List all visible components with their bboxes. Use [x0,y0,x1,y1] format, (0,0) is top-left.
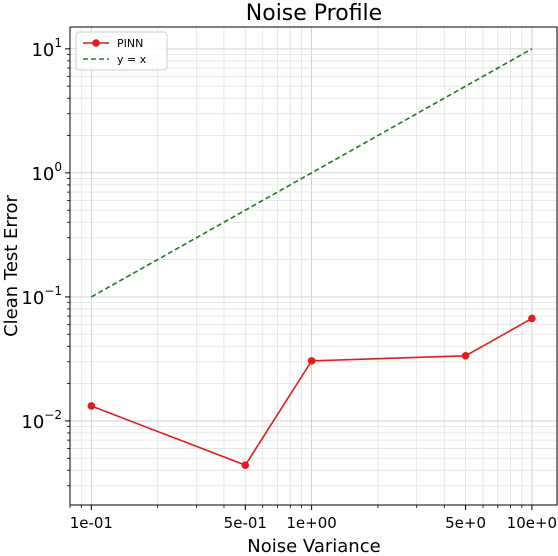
x-axis-label: Noise Variance [247,536,380,556]
legend: PINN y = x [75,31,168,71]
data-point [528,314,536,323]
x-tick-label: 1e-01 [70,514,113,532]
series-line-y-equals-x [90,48,533,298]
y-tick-label: 100 [31,160,62,185]
x-tick-label: 5e-01 [224,514,267,532]
legend-label: PINN [117,37,143,50]
data-point [307,357,316,365]
y-tick-label: 101 [31,36,62,61]
x-tick-label: 5e+0 [445,514,486,532]
data-point [461,352,470,360]
x-tick-label: 10e+0 [507,514,557,532]
x-axis-ticks: 1e-01 5e-01 1e+00 5e+0 10e+0 [69,505,557,532]
y-axis-ticks: 10−2 10−1 100 101 [21,36,70,487]
chart-title: Noise Profile [246,1,382,26]
series-layer [87,48,536,469]
y-axis-label: Clean Test Error [1,194,22,336]
y-tick-label: 10−2 [21,408,62,433]
data-point [241,461,250,469]
legend-label: y = x [117,53,147,66]
grid-lines [69,27,557,505]
legend-swatch-marker [92,39,100,47]
x-tick-label: 1e+00 [286,514,336,532]
plot-frame [69,26,558,506]
data-point [87,402,96,410]
y-tick-label: 10−1 [21,284,62,309]
